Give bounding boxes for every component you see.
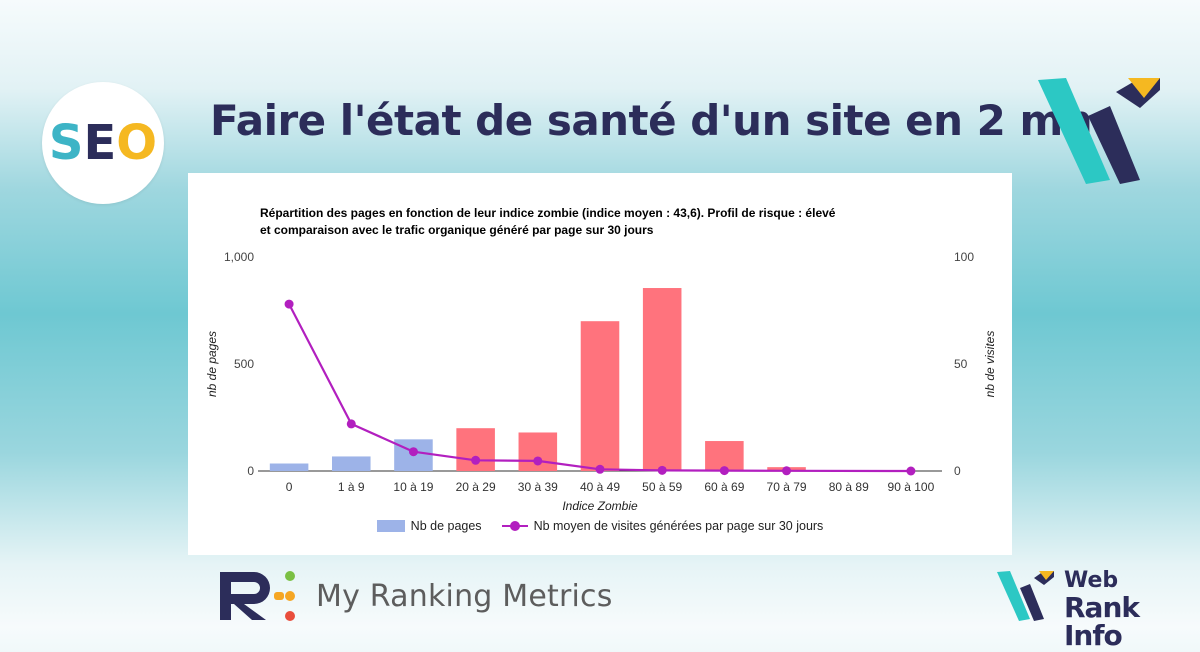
webrankinfo-label-web: Web [1064, 568, 1119, 593]
bar [705, 441, 744, 471]
bar [642, 288, 682, 471]
line-point [533, 456, 543, 466]
webrankinfo-w-icon [1038, 78, 1160, 184]
webrankinfo-wordmark: Web Rank Info [1064, 568, 1196, 650]
y-right-tick-label: 0 [954, 464, 961, 478]
y-right-tick-label: 50 [954, 357, 968, 371]
page-title: Faire l'état de santé d'un site en 2 mn [210, 96, 1093, 145]
combo-chart: Répartition des pages en fonction de leu… [205, 206, 997, 513]
x-tick-label: 30 à 39 [518, 480, 558, 494]
y-left-axis-label: nb de pages [205, 331, 219, 397]
chart-legend: Nb de pages Nb moyen de visites générées… [188, 519, 1012, 533]
legend-item-pages: Nb de pages [376, 519, 482, 533]
line-point [346, 419, 356, 429]
series-line [288, 303, 911, 473]
seo-letter-o: O [116, 115, 158, 171]
y-left-tick-label: 1,000 [224, 250, 254, 264]
legend-swatch-line [501, 520, 528, 532]
y-left-tick-label: 0 [247, 464, 254, 478]
line-point [284, 299, 294, 309]
y-left-tick-label: 500 [234, 357, 254, 371]
x-tick-label: 90 à 100 [888, 480, 935, 494]
y-right-tick-label: 100 [954, 250, 974, 264]
x-tick-label: 0 [286, 480, 293, 494]
myrankingmetrics-logo-icon [220, 571, 295, 621]
myrankingmetrics-brand: My Ranking Metrics [220, 570, 613, 622]
webrankinfo-brand: Web Rank Info [996, 568, 1196, 650]
bar [331, 456, 371, 471]
x-tick-label: 60 à 69 [704, 480, 744, 494]
x-tick-label: 50 à 59 [642, 480, 682, 494]
webrankinfo-label-rankinfo: Rank Info [1064, 591, 1140, 652]
line-point [782, 466, 792, 476]
legend-label-visits: Nb moyen de visites générées par page su… [533, 519, 824, 533]
line-point [657, 465, 667, 475]
myrankingmetrics-label: My Ranking Metrics [316, 578, 613, 614]
line-point [906, 466, 916, 476]
chart-title: Répartition des pages en fonction de leu… [260, 206, 836, 220]
x-tick-label: 70 à 79 [767, 480, 807, 494]
x-tick-label: 1 à 9 [338, 480, 365, 494]
legend-item-visits: Nb moyen de visites générées par page su… [501, 519, 824, 533]
line-point [408, 447, 418, 457]
chart-subtitle: et comparaison avec le trafic organique … [260, 223, 654, 237]
legend-label-pages: Nb de pages [410, 519, 482, 533]
bar [269, 463, 309, 471]
line-point [719, 466, 729, 476]
bar [580, 321, 620, 471]
x-tick-label: 80 à 89 [829, 480, 869, 494]
x-tick-label: 20 à 29 [456, 480, 496, 494]
x-tick-label: 40 à 49 [580, 480, 620, 494]
seo-letter-e: E [83, 115, 117, 171]
line-point [595, 464, 605, 474]
seo-letter-s: S [48, 115, 84, 171]
x-axis-label: Indice Zombie [562, 499, 638, 513]
chart-card: Répartition des pages en fonction de leu… [188, 173, 1012, 555]
y-right-axis-label: nb de visites [983, 331, 997, 398]
x-tick-label: 10 à 19 [393, 480, 433, 494]
legend-swatch-bar [376, 520, 405, 532]
webrankinfo-small-w-icon [997, 571, 1054, 621]
line-point [471, 455, 481, 465]
